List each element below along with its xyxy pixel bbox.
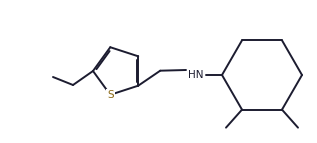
Text: S: S bbox=[107, 90, 113, 100]
Text: HN: HN bbox=[188, 70, 204, 80]
